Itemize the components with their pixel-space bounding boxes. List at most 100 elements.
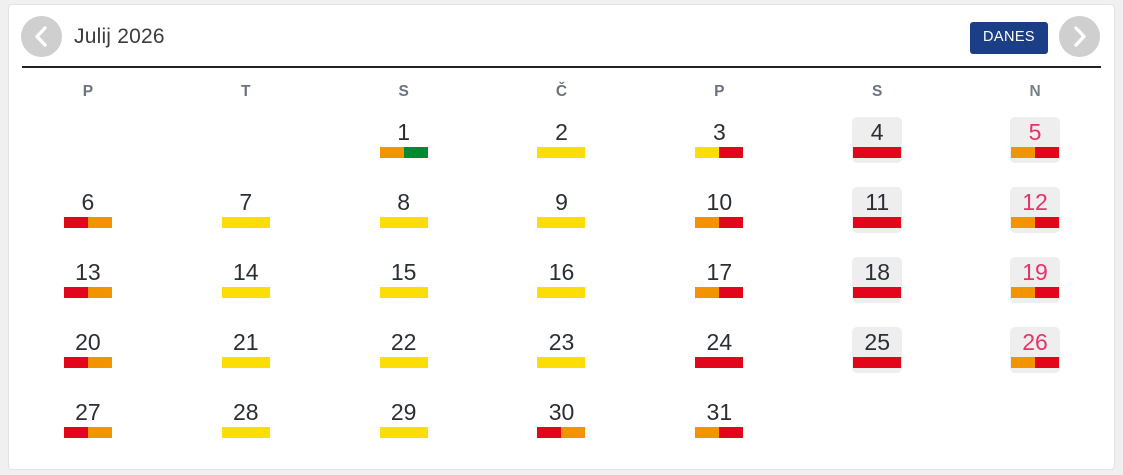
day-status-bar: [63, 426, 112, 438]
day-cell[interactable]: 19: [956, 254, 1114, 324]
day-status-segment: [719, 146, 744, 158]
day-cell[interactable]: 31: [640, 394, 798, 464]
day-number: 27: [75, 399, 101, 425]
day-status-segment: [1035, 146, 1060, 158]
day-cell[interactable]: 27: [9, 394, 167, 464]
day-cell[interactable]: 28: [167, 394, 325, 464]
day-number: 26: [1022, 329, 1048, 355]
day-status-segment: [695, 216, 720, 228]
day-cell[interactable]: 20: [9, 324, 167, 394]
day-inner: 26: [1010, 327, 1061, 373]
day-cell[interactable]: 11: [798, 184, 956, 254]
day-inner: 9: [536, 187, 586, 233]
calendar-grid: 1 2 3 4 5 6 7 8 9 10 11 12 13 14 15 16 17 18 19 20 21 22 23 24 2…: [9, 114, 1114, 464]
day-status-bar: [221, 426, 270, 438]
day-status-bar: [63, 286, 112, 298]
day-cell[interactable]: 13: [9, 254, 167, 324]
day-inner: 23: [536, 327, 586, 373]
day-inner: 2: [536, 117, 586, 163]
day-status-bar: [853, 356, 902, 368]
day-cell[interactable]: 7: [167, 184, 325, 254]
day-status-segment: [853, 286, 902, 298]
week-row: 27 28 29 30 31: [9, 394, 1114, 464]
day-cell[interactable]: 9: [483, 184, 641, 254]
chevron-right-icon: [1074, 26, 1086, 47]
previous-month-button[interactable]: [21, 16, 62, 57]
day-status-bar: [537, 286, 586, 298]
day-cell[interactable]: 21: [167, 324, 325, 394]
day-status-segment: [719, 216, 744, 228]
day-number: 24: [706, 329, 733, 355]
day-cell[interactable]: 3: [640, 114, 798, 184]
day-cell[interactable]: 8: [325, 184, 483, 254]
day-inner: 24: [694, 327, 744, 373]
day-inner: 12: [1010, 187, 1061, 233]
week-row: 20 21 22 23 24 25 26: [9, 324, 1114, 394]
day-status-segment: [221, 286, 270, 298]
day-status-segment: [853, 216, 902, 228]
day-number: 11: [865, 189, 890, 215]
day-cell[interactable]: 12: [956, 184, 1114, 254]
day-number: 22: [390, 329, 417, 355]
day-status-bar: [221, 216, 270, 228]
day-cell[interactable]: 14: [167, 254, 325, 324]
day-status-segment: [221, 216, 270, 228]
day-status-segment: [63, 286, 88, 298]
day-cell[interactable]: 16: [483, 254, 641, 324]
next-month-button[interactable]: [1059, 16, 1100, 57]
day-status-segment: [63, 216, 88, 228]
day-cell[interactable]: 29: [325, 394, 483, 464]
day-number: 13: [75, 259, 101, 285]
day-cell[interactable]: 10: [640, 184, 798, 254]
day-cell[interactable]: 22: [325, 324, 483, 394]
day-cell[interactable]: 15: [325, 254, 483, 324]
day-status-segment: [719, 426, 744, 438]
day-status-bar: [695, 356, 744, 368]
day-inner: 21: [221, 327, 271, 373]
day-number: 28: [232, 399, 259, 425]
day-inner: 19: [1010, 257, 1061, 303]
week-row: 1 2 3 4 5: [9, 114, 1114, 184]
day-inner: 10: [694, 187, 744, 233]
day-status-bar: [853, 216, 902, 228]
day-cell[interactable]: 6: [9, 184, 167, 254]
day-cell[interactable]: 18: [798, 254, 956, 324]
day-status-segment: [853, 146, 902, 158]
day-status-segment: [695, 356, 744, 368]
day-inner: 6: [63, 187, 113, 233]
day-status-segment: [379, 356, 428, 368]
day-status-segment: [1035, 286, 1060, 298]
weekday-header-ponedeljek: P: [82, 83, 94, 100]
day-number: 30: [548, 399, 575, 425]
day-inner: 16: [536, 257, 586, 303]
day-number: 3: [712, 119, 726, 145]
day-status-segment: [695, 146, 720, 158]
day-cell[interactable]: 5: [956, 114, 1114, 184]
week-row: 6 7 8 9 10 11 12: [9, 184, 1114, 254]
day-status-segment: [221, 356, 270, 368]
day-status-segment: [537, 286, 586, 298]
day-inner: 11: [852, 187, 903, 233]
day-number: 8: [397, 189, 411, 215]
day-cell[interactable]: 17: [640, 254, 798, 324]
day-cell[interactable]: 23: [483, 324, 641, 394]
day-number: 2: [555, 119, 568, 145]
day-cell[interactable]: 2: [483, 114, 641, 184]
day-inner: 28: [221, 397, 271, 443]
day-cell[interactable]: 24: [640, 324, 798, 394]
day-number: 29: [390, 399, 417, 425]
day-cell[interactable]: 30: [483, 394, 641, 464]
day-cell[interactable]: 4: [798, 114, 956, 184]
day-status-segment: [379, 216, 428, 228]
day-inner: 22: [379, 327, 429, 373]
day-status-bar: [695, 286, 744, 298]
day-status-bar: [695, 426, 744, 438]
day-status-bar: [853, 146, 902, 158]
day-status-bar: [537, 146, 586, 158]
today-button[interactable]: DANES: [970, 22, 1048, 54]
day-cell[interactable]: 1: [325, 114, 483, 184]
day-cell[interactable]: 26: [956, 324, 1114, 394]
day-status-segment: [403, 146, 428, 158]
day-cell[interactable]: 25: [798, 324, 956, 394]
day-number: 14: [232, 259, 259, 285]
